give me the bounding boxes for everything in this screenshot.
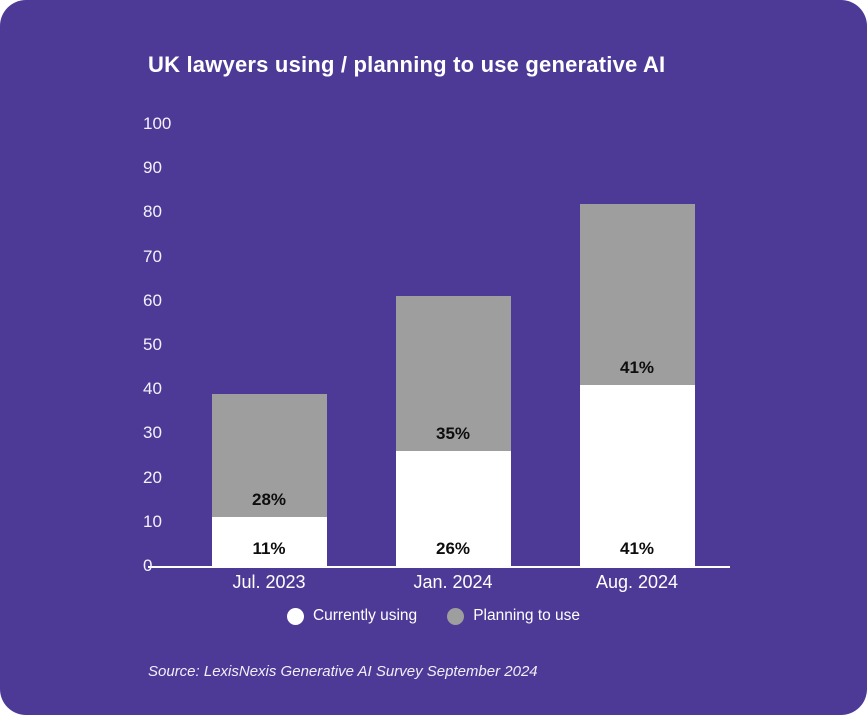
- legend-dot-icon: [447, 607, 465, 625]
- y-axis-tick-label: 50: [143, 335, 162, 354]
- legend-label: Currently using: [312, 607, 418, 624]
- source-text: Source: LexisNexis Generative AI Survey …: [148, 663, 538, 680]
- y-axis-tick-label: 0: [143, 556, 153, 575]
- bar-data-label: 26%: [435, 539, 471, 558]
- bar-segment-currently-using: 11%: [211, 517, 327, 566]
- bar-segment-planning-to-use: 41%: [579, 203, 695, 385]
- x-axis-label: Aug. 2024: [595, 572, 679, 592]
- y-axis-tick-label: 60: [143, 290, 162, 310]
- bar-segment-currently-using: 41%: [579, 384, 695, 566]
- x-axis-label: Jan. 2024: [413, 572, 493, 592]
- x-axis-line: [148, 566, 730, 568]
- y-axis-tick-label: 90: [143, 158, 162, 178]
- legend-item: Currently using: [286, 607, 418, 625]
- bar-data-label: 11%: [252, 539, 286, 558]
- bar-segment-currently-using: 26%: [395, 451, 511, 566]
- legend: Currently using Planning to use: [0, 607, 867, 625]
- bar-jan-2024: 26% 35%: [395, 296, 511, 566]
- bar-segment-planning-to-use: 28%: [211, 393, 327, 518]
- chart-title: UK lawyers using / planning to use gener…: [148, 52, 666, 77]
- bar-data-label: 41%: [619, 539, 655, 558]
- bar-data-label: 41%: [619, 357, 655, 377]
- bar-data-label: 28%: [251, 490, 287, 510]
- legend-item: Planning to use: [447, 607, 580, 625]
- y-axis-tick-label: 70: [143, 246, 162, 266]
- bar-data-label: 35%: [435, 424, 471, 444]
- legend-label: Planning to use: [473, 607, 581, 624]
- bar-segment-planning-to-use: 35%: [395, 296, 511, 452]
- x-axis-label: Jul. 2023: [232, 572, 306, 592]
- y-axis-tick-label: 10: [143, 511, 162, 531]
- y-axis-tick-label: 30: [143, 423, 162, 443]
- y-axis-tick-label: 100: [143, 114, 172, 133]
- plot-area: 0 10 20 30 40 50 60 70 80 90 100 11% 28% Jul. 2023 26%…: [143, 114, 730, 592]
- bar-aug-2024: 41% 41%: [579, 203, 695, 566]
- y-axis-tick-label: 80: [143, 202, 162, 222]
- legend-dot-icon: [286, 607, 304, 625]
- y-axis-tick-label: 40: [143, 379, 162, 399]
- y-axis-tick-label: 20: [143, 467, 162, 487]
- bar-jul-2023: 11% 28%: [211, 393, 327, 566]
